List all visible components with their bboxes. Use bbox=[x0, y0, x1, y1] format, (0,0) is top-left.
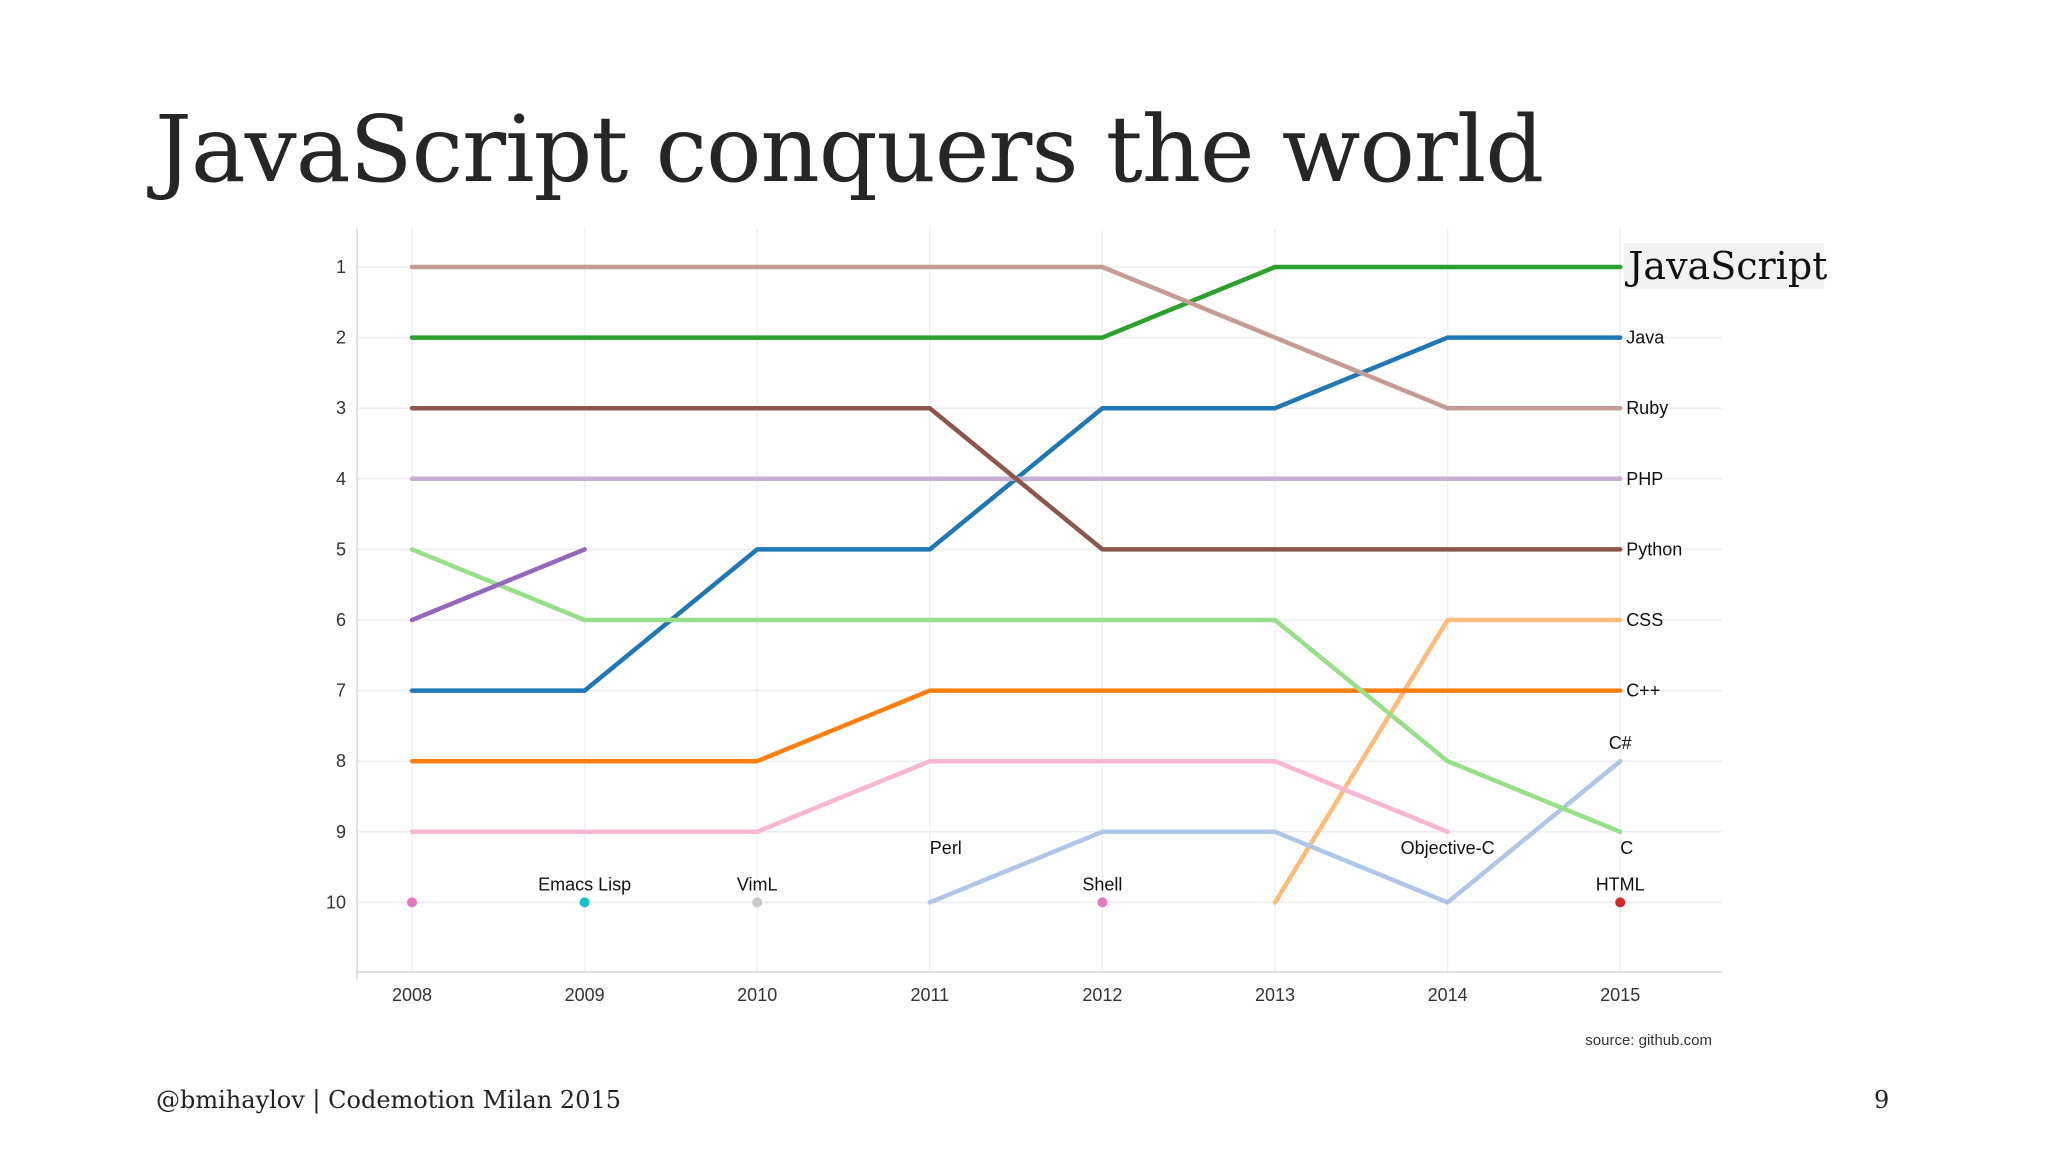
y-tick-label: 1 bbox=[336, 257, 346, 277]
y-tick-label: 10 bbox=[326, 892, 346, 912]
y-tick-label: 2 bbox=[336, 328, 346, 348]
y-tick-label: 4 bbox=[336, 469, 346, 489]
series-dot-html bbox=[1615, 897, 1626, 908]
series-label-c-: C# bbox=[1609, 733, 1632, 753]
chart-axes: 1 2 3 4 5 6 7 8 9 10 2008 2009 2010 2011 2012 2013 2014 2… bbox=[326, 228, 1722, 1005]
series-line-ruby bbox=[409, 264, 1623, 411]
series-label-python: Python bbox=[1626, 539, 1682, 559]
chart-series bbox=[407, 264, 1626, 908]
series-label-shell: Shell bbox=[1082, 874, 1122, 894]
x-tick-label: 2015 bbox=[1600, 985, 1640, 1005]
series-label-c-: C++ bbox=[1626, 681, 1660, 701]
y-tick-label: 7 bbox=[336, 681, 346, 701]
series-line-python bbox=[409, 405, 1623, 552]
y-tick-label: 5 bbox=[336, 539, 346, 559]
y-tick-label: 9 bbox=[336, 822, 346, 842]
series-label-java: Java bbox=[1626, 328, 1665, 348]
x-tick-label: 2011 bbox=[910, 985, 949, 1005]
x-tick-label: 2010 bbox=[737, 985, 777, 1005]
series-dot-shell bbox=[407, 897, 417, 908]
series-label-css: CSS bbox=[1626, 610, 1663, 630]
series-label-html: HTML bbox=[1596, 874, 1645, 894]
series-line-c- bbox=[409, 688, 1623, 764]
page-number: 9 bbox=[1874, 1086, 1890, 1114]
series-line-javascript bbox=[409, 264, 1623, 340]
series-label-emacs-lisp: Emacs Lisp bbox=[538, 874, 631, 894]
x-tick-label: 2014 bbox=[1428, 985, 1468, 1005]
chart-labels: JavaScript Java Ruby PHP Python CSS C++ C# C Obje… bbox=[538, 243, 1827, 894]
y-tick-label: 3 bbox=[336, 398, 346, 418]
slide-title: JavaScript conquers the world bbox=[155, 96, 1544, 203]
slide-footer: @bmihaylov | Codemotion Milan 2015 bbox=[156, 1086, 621, 1114]
x-tick-label: 2013 bbox=[1255, 985, 1295, 1005]
series-line-perl bbox=[409, 547, 587, 623]
series-line-css bbox=[1272, 617, 1623, 905]
series-line-objective-c bbox=[409, 758, 1450, 835]
series-label-javascript: JavaScript bbox=[1624, 244, 1827, 288]
series-line-c- bbox=[927, 758, 1623, 905]
label-highlight-box bbox=[1624, 243, 1825, 289]
series-dot-viml bbox=[752, 897, 763, 908]
series-label-objective-c: Objective-C bbox=[1401, 838, 1495, 858]
y-tick-label: 6 bbox=[336, 610, 346, 630]
y-tick-label: 8 bbox=[336, 751, 346, 771]
series-label-perl: Perl bbox=[930, 838, 962, 858]
series-dot-shell bbox=[1097, 897, 1108, 908]
series-dot-emacs-lisp bbox=[579, 897, 590, 908]
x-tick-label: 2008 bbox=[392, 985, 432, 1005]
x-tick-label: 2012 bbox=[1082, 985, 1122, 1005]
source-note: source: github.com bbox=[1585, 1032, 1712, 1049]
series-line-c bbox=[409, 547, 1623, 835]
series-label-ruby: Ruby bbox=[1626, 398, 1668, 418]
series-label-viml: VimL bbox=[737, 874, 778, 894]
series-label-php: PHP bbox=[1626, 469, 1663, 489]
series-label-c: C bbox=[1620, 838, 1633, 858]
x-tick-label: 2009 bbox=[565, 985, 605, 1005]
